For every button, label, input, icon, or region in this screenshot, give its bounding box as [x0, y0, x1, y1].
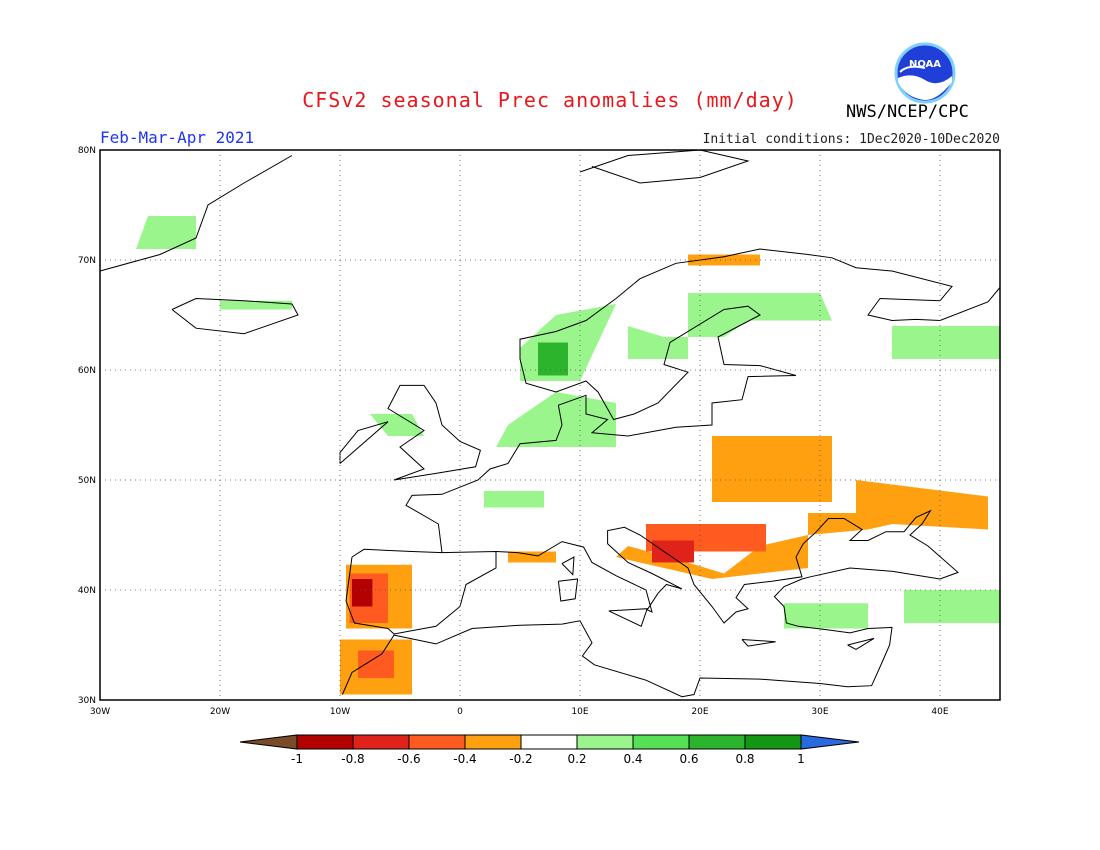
colorbar-label: -1: [291, 752, 303, 766]
lon-tick-label: 0: [457, 707, 463, 717]
coastline-3: [387, 384, 482, 481]
lon-tick-label: 20E: [691, 707, 708, 717]
anomaly-region-north-italy: [508, 551, 556, 563]
colorbar-label: -0.6: [397, 752, 420, 766]
colorbar-arrow-high: [800, 734, 860, 750]
period-label: Feb-Mar-Apr 2021: [100, 128, 255, 147]
noaa-logo: NOAA: [894, 42, 956, 104]
coastline-10: [741, 639, 776, 647]
anomaly-region-ireland-britain-north: [370, 414, 424, 436]
coastline-9: [561, 556, 575, 576]
initial-conditions-label: Initial conditions: 1Dec2020-10Dec2020: [702, 132, 1000, 147]
lat-tick-label: 40N: [78, 586, 96, 596]
lon-tick-label: 10E: [571, 707, 588, 717]
lon-tick-label: 30E: [811, 707, 828, 717]
map-title: CFSv2 seasonal Prec anomalies (mm/day): [302, 88, 798, 112]
colorbar-label: 0.2: [567, 752, 586, 766]
lon-tick-label: 30W: [90, 707, 110, 717]
lon-tick-label: 10W: [330, 707, 350, 717]
axis-ticks-layer: 30N 40N 50N 60N 70N 80N 30W 20W 10W 0 10E 20E 30E 40E: [78, 146, 949, 717]
coastline-6: [341, 509, 959, 698]
anomaly-region-adriatic-coast-core: [652, 540, 694, 563]
colorbar-label: 0.6: [679, 752, 698, 766]
anomaly-region-norway-coast-core: [538, 342, 568, 376]
lat-tick-label: 30N: [78, 696, 96, 706]
noaa-logo-text: NOAA: [909, 59, 941, 70]
lat-tick-label: 50N: [78, 476, 96, 486]
colorbar-label: -0.2: [509, 752, 532, 766]
anomaly-region-morocco-core: [358, 650, 394, 678]
lat-tick-label: 70N: [78, 256, 96, 266]
anomaly-region-france-north: [484, 491, 544, 508]
coastline-1: [171, 297, 299, 335]
coastline-0: [99, 155, 293, 272]
coastline-12: [579, 149, 750, 184]
colorbar-label: -0.4: [453, 752, 476, 766]
coastline-4: [345, 248, 1001, 635]
colorbar-swatch-0.4_0.6: [632, 734, 690, 750]
colorbar-swatch--0.4_-0.2: [464, 734, 522, 750]
anomaly-region-portugal-core: [352, 579, 373, 607]
map-frame: [99, 149, 1001, 701]
agency-label: NWS/NCEP/CPC: [846, 102, 969, 122]
colorbar-label: 0.8: [735, 752, 754, 766]
colorbar-swatch-0.8_1: [744, 734, 802, 750]
coastline-layer: [99, 149, 1001, 698]
coastline-7: [557, 578, 579, 602]
lat-tick-label: 80N: [78, 146, 96, 156]
colorbar-label: -0.8: [341, 752, 364, 766]
anomaly-region-russia-northwest: [892, 326, 1000, 359]
anomaly-region-fennoscandia-north: [628, 293, 832, 359]
lon-tick-label: 20W: [210, 707, 230, 717]
colorbar: -1 -0.8 -0.6 -0.4 -0.2 0.2 0.4 0.6 0.8 1: [239, 734, 860, 766]
lat-tick-label: 60N: [78, 366, 96, 376]
anomaly-region-ukraine-south: [712, 436, 832, 502]
coastline-2: [339, 421, 389, 464]
colorbar-swatch-0.2_0.4: [576, 734, 634, 750]
colorbar-swatch--0.8_-0.6: [352, 734, 410, 750]
colorbar-label: 0.4: [623, 752, 642, 766]
colorbar-arrow-low: [239, 734, 298, 750]
coastline-8: [608, 608, 648, 627]
coastline-5: [351, 548, 443, 558]
colorbar-swatch--0.2_0.2: [520, 734, 578, 750]
anomaly-region-caucasus-east: [904, 590, 1000, 623]
colorbar-swatch--1_-0.8: [296, 734, 354, 750]
colorbar-swatch--0.6_-0.4: [408, 734, 466, 750]
anomaly-region-greenland-east: [136, 216, 196, 249]
anomaly-region-anatolia: [784, 603, 868, 629]
anomaly-region-balkans-carpathians: [616, 480, 988, 579]
anomaly-region-denmark-north-sea: [496, 392, 616, 447]
anomaly-region-kola-north: [688, 254, 760, 266]
colorbar-label: 1: [797, 752, 805, 766]
colorbar-swatch-0.6_0.8: [688, 734, 746, 750]
lon-tick-label: 40E: [931, 707, 948, 717]
coastline-11: [847, 637, 875, 650]
